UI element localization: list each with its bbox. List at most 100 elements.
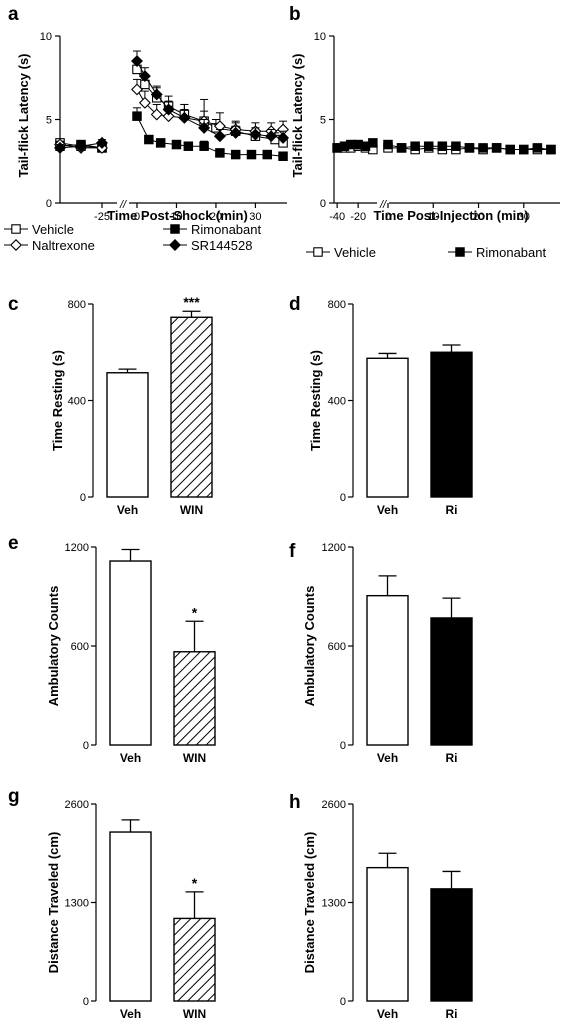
- y-axis-title: Ambulatory Counts: [302, 586, 317, 707]
- data-point: [144, 134, 154, 145]
- data-point: [96, 136, 108, 149]
- x-tick-label: 0: [134, 211, 140, 223]
- y-tick-label: 1300: [322, 898, 346, 910]
- legend-marker: [313, 247, 323, 257]
- series-naltrexone: [54, 78, 290, 154]
- data-point: [138, 96, 151, 109]
- bar-ri: [430, 617, 473, 746]
- panel-letter: g: [8, 786, 20, 807]
- series-line: [136, 69, 284, 144]
- y-tick-label: 0: [80, 492, 86, 504]
- y-axis-title: Time Resting (s): [308, 350, 323, 451]
- legend-marker: [455, 247, 465, 257]
- y-tick-label: 0: [340, 492, 346, 504]
- x-tick-label: -20: [350, 211, 366, 223]
- data-point: [262, 149, 273, 160]
- axis-break-mark: //: [119, 199, 127, 211]
- y-tick-label: 0: [46, 198, 52, 210]
- data-point: [171, 139, 182, 150]
- data-point: [198, 121, 211, 134]
- x-axis-title: Time Post-Injection (min): [373, 208, 528, 223]
- y-tick-label: 0: [320, 198, 326, 210]
- y-tick-label: 800: [328, 299, 346, 311]
- data-point: [178, 111, 191, 124]
- bar-win: [170, 316, 213, 498]
- legend: Vehicle Rimonabant: [306, 245, 546, 260]
- category-label: Veh: [117, 503, 138, 517]
- data-point: [249, 128, 262, 141]
- y-tick-label: 2600: [65, 799, 89, 811]
- legend-label: Vehicle: [32, 222, 74, 237]
- data-point: [138, 70, 151, 83]
- panel-letter: e: [8, 533, 19, 554]
- data-point: [410, 141, 420, 151]
- category-label: Ri: [446, 1007, 458, 1021]
- bar-win: [173, 651, 216, 746]
- bar-veh: [109, 560, 152, 746]
- data-point: [199, 141, 209, 151]
- category-label: Veh: [377, 1007, 398, 1021]
- data-point: [229, 126, 242, 139]
- bar-veh: [109, 831, 152, 1002]
- y-tick-label: 5: [46, 115, 52, 127]
- data-point: [54, 141, 66, 154]
- y-tick-label: 400: [68, 396, 86, 408]
- legend-label: Rimonabant: [476, 245, 546, 260]
- y-tick-label: 600: [328, 641, 346, 653]
- bar-ri: [430, 888, 473, 1002]
- panel-d: d 0 400 800 Time Resting (s) Veh Ri: [289, 294, 473, 517]
- panel-letter: h: [289, 792, 301, 813]
- bar-veh: [366, 866, 409, 1002]
- y-tick-label: 1300: [65, 898, 89, 910]
- y-tick-label: 400: [328, 396, 346, 408]
- x-tick-label: 20: [210, 211, 222, 223]
- y-axis-title: Tail-flick Latency (s): [16, 53, 31, 177]
- y-tick-label: 1200: [322, 542, 346, 554]
- bar-veh: [106, 372, 149, 498]
- bar-win: [173, 917, 216, 1002]
- y-tick-label: 0: [83, 740, 89, 752]
- significance-marker: *: [192, 604, 198, 620]
- panel-letter: d: [289, 294, 301, 315]
- data-point: [132, 111, 142, 121]
- bar-veh: [366, 357, 409, 498]
- data-point: [155, 138, 166, 148]
- panel-letter: c: [8, 294, 19, 315]
- legend-marker: [170, 224, 180, 234]
- data-point: [478, 143, 488, 153]
- legend: Vehicle Rimonabant Naltrexone SR144528: [4, 222, 261, 253]
- x-axis-title: Time Post-Shock (min): [107, 208, 248, 223]
- panel-g: g 0 1300 2600 Distance Traveled (cm) Veh WIN *: [8, 786, 216, 1021]
- data-point: [546, 144, 556, 155]
- legend-label: Vehicle: [334, 245, 376, 260]
- y-tick-label: 600: [71, 641, 89, 653]
- series-sr144528: [54, 50, 290, 154]
- data-point: [464, 143, 475, 153]
- category-label: WIN: [183, 751, 206, 765]
- data-point: [162, 103, 175, 116]
- data-point: [519, 144, 529, 155]
- legend-label: SR144528: [191, 238, 252, 253]
- legend-label: Rimonabant: [191, 222, 261, 237]
- category-label: Ri: [446, 751, 458, 765]
- data-point: [423, 141, 434, 151]
- data-point: [505, 144, 515, 155]
- y-tick-label: 2600: [322, 799, 346, 811]
- significance-marker: ***: [183, 294, 200, 310]
- data-point: [215, 148, 225, 158]
- category-label: Veh: [377, 503, 398, 517]
- panel-letter: b: [289, 4, 301, 25]
- legend-label: Naltrexone: [32, 238, 95, 253]
- data-point: [368, 138, 378, 148]
- data-point: [246, 149, 257, 160]
- x-tick-label: 30: [518, 211, 530, 223]
- panel-h: h 0 1300 2600 Distance Traveled (cm) Veh Ri: [289, 792, 473, 1021]
- y-tick-label: 0: [340, 740, 346, 752]
- category-label: Veh: [377, 751, 398, 765]
- data-point: [131, 83, 143, 96]
- panel-e: e 0 600 1200 Ambulatory Counts Veh WIN *: [8, 533, 216, 765]
- data-point: [451, 141, 461, 151]
- x-tick-label: 10: [170, 211, 182, 223]
- x-tick-label: 0: [385, 211, 391, 223]
